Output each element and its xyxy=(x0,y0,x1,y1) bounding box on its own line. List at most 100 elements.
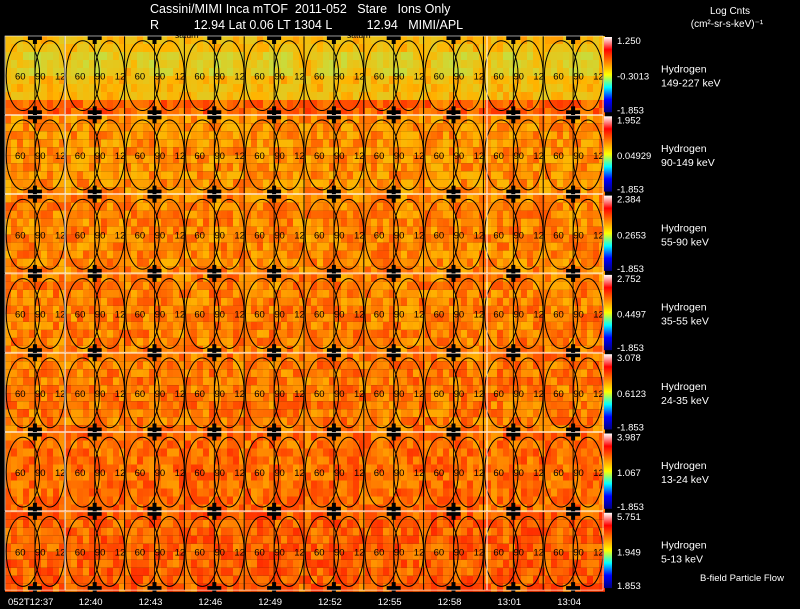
heat-cell xyxy=(107,361,113,370)
heat-cell xyxy=(269,92,275,100)
heat-cell xyxy=(437,281,443,290)
pitch-angle-label: 60 xyxy=(254,230,265,241)
heat-cell xyxy=(35,68,41,76)
heat-cell xyxy=(323,44,329,52)
heat-cell xyxy=(11,281,17,290)
heat-cell xyxy=(437,337,443,346)
heat-cell xyxy=(47,305,53,314)
heat-cell xyxy=(341,100,347,108)
heat-cell xyxy=(5,361,11,370)
heat-cell xyxy=(377,147,383,156)
heat-cell xyxy=(65,68,71,76)
heat-cell xyxy=(11,273,17,282)
heat-cell xyxy=(191,36,197,44)
pitch-angle-label: 12 xyxy=(474,310,485,321)
heat-cell xyxy=(443,194,449,203)
heat-cell xyxy=(227,131,233,140)
heat-cell xyxy=(83,163,89,172)
heat-cell xyxy=(593,202,599,211)
heat-cell xyxy=(377,273,383,282)
heat-cell xyxy=(101,281,107,290)
heat-cell xyxy=(461,250,467,259)
heat-cell xyxy=(233,171,239,180)
heat-cell xyxy=(107,163,113,172)
heat-cell xyxy=(359,329,365,338)
heat-cell xyxy=(467,329,473,338)
heat-cell xyxy=(161,242,167,251)
heat-cell xyxy=(563,266,569,275)
heat-cell xyxy=(41,100,47,108)
heat-cell xyxy=(35,123,41,132)
heat-cell xyxy=(119,266,125,275)
heat-cell xyxy=(521,321,527,330)
heat-cell xyxy=(251,313,257,322)
heat-cell xyxy=(323,329,329,338)
heat-cell xyxy=(347,313,353,322)
pa-ellipse xyxy=(5,198,41,270)
heat-cell xyxy=(317,92,323,100)
heat-cell xyxy=(221,401,227,410)
heat-cell xyxy=(413,297,419,306)
saturn-marker xyxy=(446,194,461,199)
heat-cell xyxy=(359,76,365,84)
heat-cell xyxy=(161,313,167,322)
heat-cell xyxy=(467,108,473,116)
heat-cell xyxy=(383,139,389,148)
heat-cell xyxy=(113,131,119,140)
heat-cell xyxy=(449,76,455,84)
heat-cell xyxy=(239,353,245,362)
heat-cell xyxy=(239,115,245,124)
heat-cell xyxy=(407,273,413,282)
heat-cell xyxy=(155,226,161,235)
heat-cell xyxy=(347,258,353,267)
heat-cell xyxy=(257,289,263,298)
heat-cell xyxy=(107,321,113,330)
heat-cell xyxy=(413,44,419,52)
saturn-marker xyxy=(147,115,162,120)
heat-cell xyxy=(551,44,557,52)
heat-cell xyxy=(245,273,251,282)
heat-cell xyxy=(125,68,131,76)
heat-cell xyxy=(539,44,545,52)
heat-cell xyxy=(65,329,71,338)
heat-cell xyxy=(59,242,65,251)
heat-cell xyxy=(443,84,449,92)
heat-cell xyxy=(323,108,329,116)
heat-cell xyxy=(581,202,587,211)
heat-cell xyxy=(11,131,17,140)
heat-cell xyxy=(377,281,383,290)
heat-cell xyxy=(347,266,353,275)
heat-cell xyxy=(527,163,533,172)
heat-cell xyxy=(269,297,275,306)
heat-cell xyxy=(587,84,593,92)
heat-cell xyxy=(551,305,557,314)
heat-cell xyxy=(287,305,293,314)
heat-cell xyxy=(77,187,83,196)
heat-cell xyxy=(371,115,377,124)
heat-cell xyxy=(467,60,473,68)
heat-cell xyxy=(35,226,41,235)
heat-cell xyxy=(287,345,293,354)
heat-cell xyxy=(161,289,167,298)
heat-cell xyxy=(533,329,539,338)
heat-cell xyxy=(305,123,311,132)
heat-cell xyxy=(197,329,203,338)
heat-cell xyxy=(89,147,95,156)
heat-cell xyxy=(497,187,503,196)
heat-cell xyxy=(407,187,413,196)
heat-cell xyxy=(287,210,293,219)
heat-cell xyxy=(407,313,413,322)
pitch-angle-label: 60 xyxy=(135,151,146,162)
heat-cell xyxy=(209,369,215,378)
heat-cell xyxy=(257,52,263,60)
heat-cell xyxy=(251,60,257,68)
heat-cell xyxy=(65,401,71,410)
heat-cell xyxy=(317,218,323,227)
heat-cell xyxy=(11,155,17,164)
heat-cell xyxy=(41,123,47,132)
heat-cell xyxy=(173,155,179,164)
heat-cell xyxy=(47,329,53,338)
heat-cell xyxy=(137,202,143,211)
heat-cell xyxy=(521,281,527,290)
heat-cell xyxy=(5,297,11,306)
